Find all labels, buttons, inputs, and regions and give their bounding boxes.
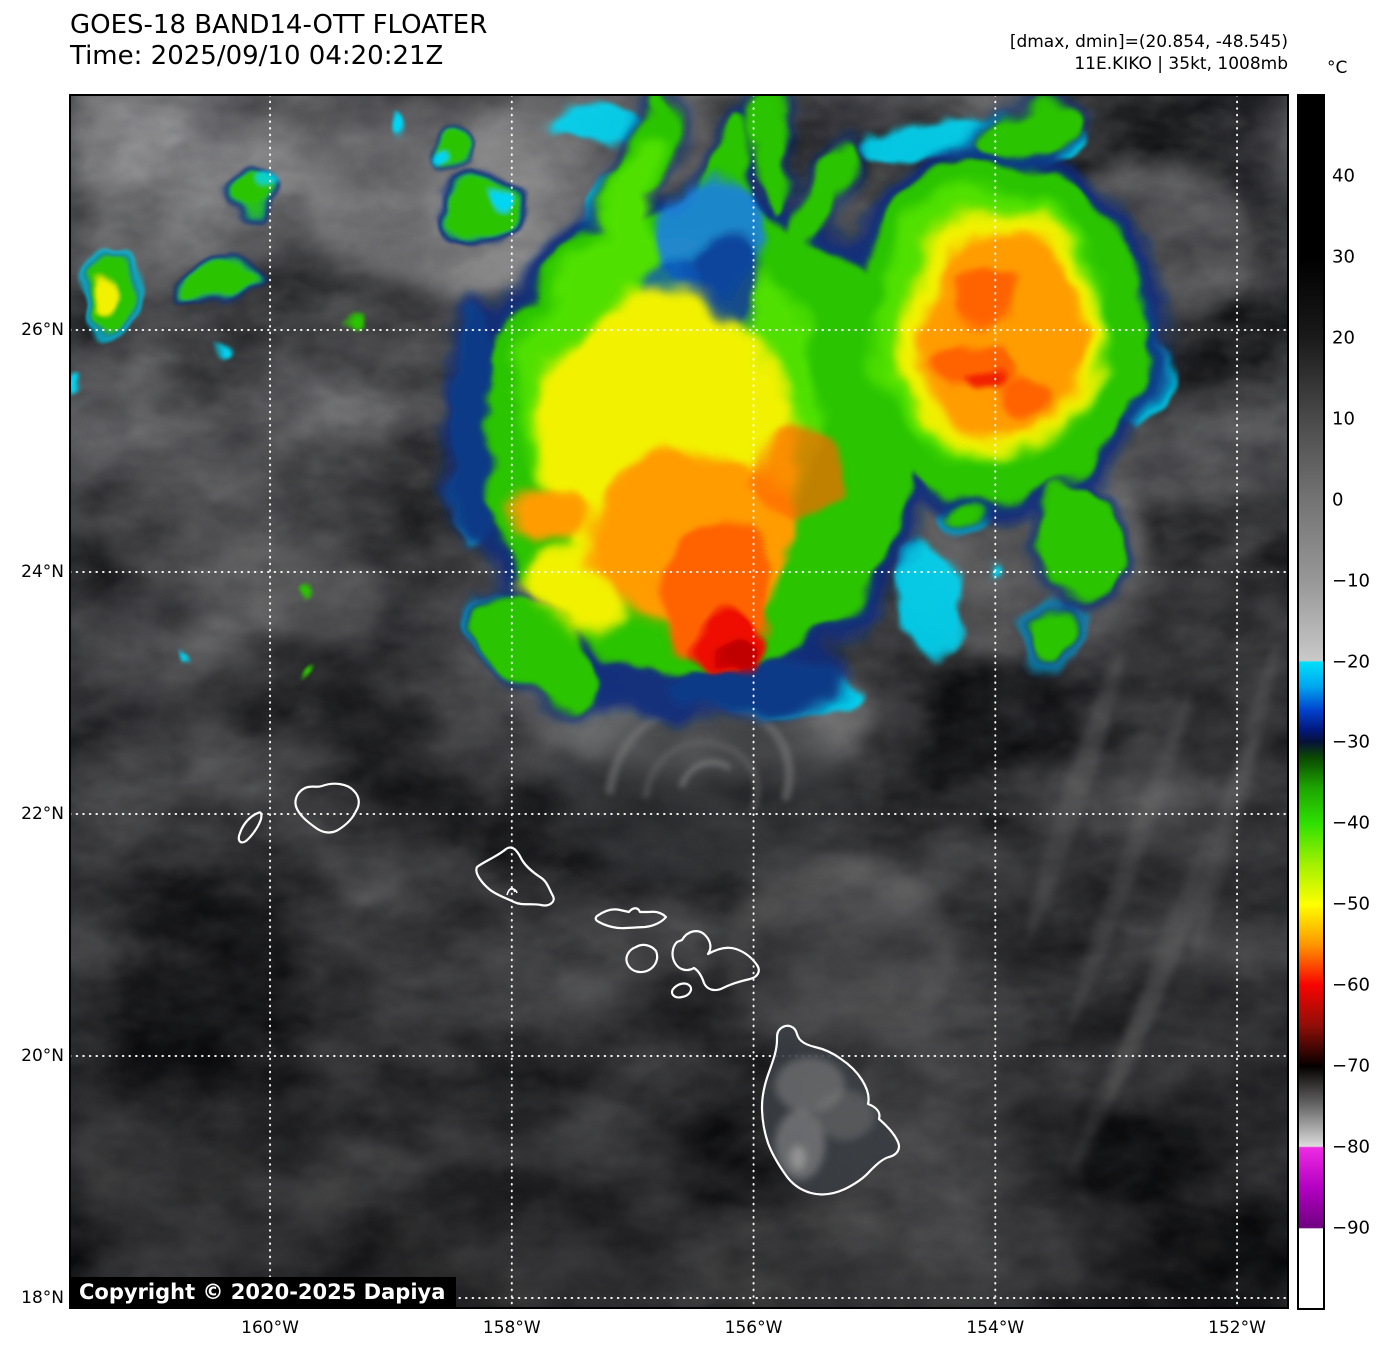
colorbar-tick-label: 10 (1332, 408, 1355, 430)
figure-title: GOES-18 BAND14-OTT FLOATER (70, 10, 488, 40)
lon-axis-label: 156°W (724, 1318, 783, 1338)
dmax-dmin-readout: [dmax, dmin]=(20.854, -48.545) (1009, 32, 1288, 52)
colorbar-tick-label: 0 (1332, 489, 1344, 511)
pearl-harbor-inlets (506, 887, 518, 896)
colorbar-tick-label: −70 (1332, 1055, 1370, 1077)
island-outline-niihau (237, 811, 263, 844)
island-outline-oahu (475, 846, 555, 907)
colorbar (1297, 94, 1325, 1310)
colorbar-tick-label: −20 (1332, 651, 1370, 673)
colorbar-tick-label: −40 (1332, 812, 1370, 834)
storm-center-swirl (550, 685, 850, 885)
island-outline-kauai (294, 782, 360, 834)
red-core (698, 374, 1001, 680)
lon-axis-label: 154°W (966, 1318, 1025, 1338)
island-outline-maui (671, 930, 760, 992)
island-outline-kahoolawe (670, 982, 693, 999)
colorbar-gradient (1298, 95, 1324, 1309)
colorbar-unit-label: °C (1327, 58, 1348, 78)
grid-lines (70, 95, 1288, 1308)
lon-axis-label: 158°W (482, 1318, 541, 1338)
colorbar-tick-label: 40 (1332, 165, 1355, 187)
copyright-badge: Copyright © 2020-2025 Dapiya (70, 1277, 457, 1308)
colorbar-tick-label: −80 (1332, 1136, 1370, 1158)
info-block: [dmax, dmin]=(20.854, -48.545) 11E.KIKO … (1010, 31, 1288, 75)
colorbar-tick-label: −90 (1332, 1217, 1370, 1239)
lat-axis-label: 20°N (21, 1045, 64, 1066)
island-outline-molokai (594, 907, 668, 930)
colorbar-tick-label: −30 (1332, 731, 1370, 753)
colorbar-tick-label: −50 (1332, 893, 1370, 915)
colorbar-tick-label: −10 (1332, 570, 1370, 592)
figure-timestamp: Time: 2025/09/10 04:20:21Z (70, 41, 444, 71)
title-block: GOES-18 BAND14-OTT FLOATER Time: 2025/09… (70, 10, 487, 72)
island-outline-lanai (625, 943, 659, 974)
colorbar-tick-label: −60 (1332, 974, 1370, 996)
scattered-convective-cells (70, 112, 519, 674)
lon-axis-label: 160°W (241, 1318, 299, 1338)
cold-cloud-mass (70, 95, 1166, 725)
lon-axis-label: 152°W (1208, 1318, 1266, 1338)
lat-axis-label: 24°N (21, 561, 64, 582)
lat-axis-label: 18°N (21, 1287, 64, 1308)
lat-axis-label: 26°N (21, 319, 64, 340)
colorbar-tick-label: 30 (1332, 246, 1355, 268)
satellite-map: Copyright © 2020-2025 Dapiya (69, 94, 1289, 1309)
lat-axis-label: 22°N (21, 803, 64, 824)
colorbar-tick-label: 20 (1332, 327, 1355, 349)
satellite-imagery (70, 95, 1288, 1308)
storm-status-readout: 11E.KIKO | 35kt, 1008mb (1074, 54, 1288, 74)
